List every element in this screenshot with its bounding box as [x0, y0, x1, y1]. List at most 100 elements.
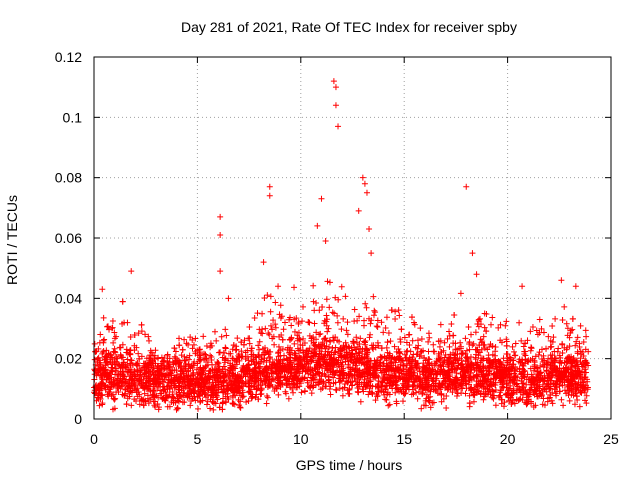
data-point [327, 362, 334, 369]
data-point [370, 346, 377, 353]
data-point [245, 357, 252, 364]
data-point [552, 315, 559, 322]
data-point [255, 351, 262, 358]
data-point [309, 384, 316, 391]
data-point [294, 384, 301, 391]
data-point [334, 312, 341, 319]
data-point [209, 398, 216, 405]
data-point [491, 370, 498, 377]
data-point [246, 324, 253, 331]
data-point [309, 367, 316, 374]
data-point [490, 388, 497, 395]
data-point [97, 361, 104, 368]
data-point [457, 370, 464, 377]
data-point [361, 379, 368, 386]
data-point [379, 375, 386, 382]
data-point [543, 345, 550, 352]
data-point [569, 371, 576, 378]
data-point [527, 365, 534, 372]
data-point [102, 369, 109, 376]
data-point [205, 370, 212, 377]
data-point [490, 375, 497, 382]
data-point [552, 390, 559, 397]
data-point [391, 343, 398, 350]
data-point [190, 341, 197, 348]
data-point [351, 372, 358, 379]
data-point [276, 363, 283, 370]
data-point [568, 380, 575, 387]
data-point [285, 395, 292, 402]
data-point [408, 373, 415, 380]
data-point [472, 346, 479, 353]
data-point [386, 352, 393, 359]
data-point [332, 349, 339, 356]
data-point [382, 371, 389, 378]
data-point [257, 369, 264, 376]
data-point [113, 353, 120, 360]
data-point [480, 396, 487, 403]
data-point [330, 78, 337, 85]
data-point [505, 372, 512, 379]
data-point [370, 293, 377, 300]
data-point [201, 391, 208, 398]
data-point [91, 356, 98, 363]
data-point [406, 342, 413, 349]
data-point [464, 355, 471, 362]
data-point [185, 361, 192, 368]
data-point [414, 383, 421, 390]
data-point [213, 337, 220, 344]
data-point [425, 373, 432, 380]
data-point [210, 406, 217, 413]
data-point [363, 189, 370, 196]
data-point [271, 341, 278, 348]
data-point [330, 334, 337, 341]
data-point [324, 359, 331, 366]
y-tick-label: 0.06 [55, 230, 82, 246]
data-point [428, 361, 435, 368]
data-point [278, 367, 285, 374]
data-point [421, 363, 428, 370]
data-point [385, 329, 392, 336]
data-point [395, 346, 402, 353]
data-point [111, 345, 118, 352]
data-point [478, 368, 485, 375]
data-point [392, 308, 399, 315]
y-tick-label: 0.02 [55, 351, 82, 367]
data-point [554, 374, 561, 381]
data-point [149, 387, 156, 394]
data-point [421, 385, 428, 392]
data-point [375, 342, 382, 349]
data-point [338, 283, 345, 290]
data-point [103, 372, 110, 379]
data-point [259, 310, 266, 317]
data-point [383, 314, 390, 321]
data-point [138, 328, 145, 335]
data-point [429, 367, 436, 374]
data-point [247, 366, 254, 373]
data-point [299, 342, 306, 349]
data-point [144, 392, 151, 399]
data-point [573, 373, 580, 380]
data-point [205, 385, 212, 392]
data-point [109, 324, 116, 331]
data-point [331, 310, 338, 317]
data-point [355, 367, 362, 374]
data-point [184, 368, 191, 375]
data-point [331, 360, 338, 367]
data-point [355, 389, 362, 396]
data-point [462, 335, 469, 342]
data-point [497, 321, 504, 328]
data-point [216, 404, 223, 411]
data-point [176, 361, 183, 368]
data-point [455, 362, 462, 369]
data-point [229, 400, 236, 407]
data-point [479, 380, 486, 387]
data-point [561, 359, 568, 366]
data-point [283, 380, 290, 387]
data-point [522, 348, 529, 355]
data-point [372, 369, 379, 376]
data-point [532, 353, 539, 360]
data-point [217, 213, 224, 220]
data-point [548, 397, 555, 404]
data-point [311, 320, 318, 327]
